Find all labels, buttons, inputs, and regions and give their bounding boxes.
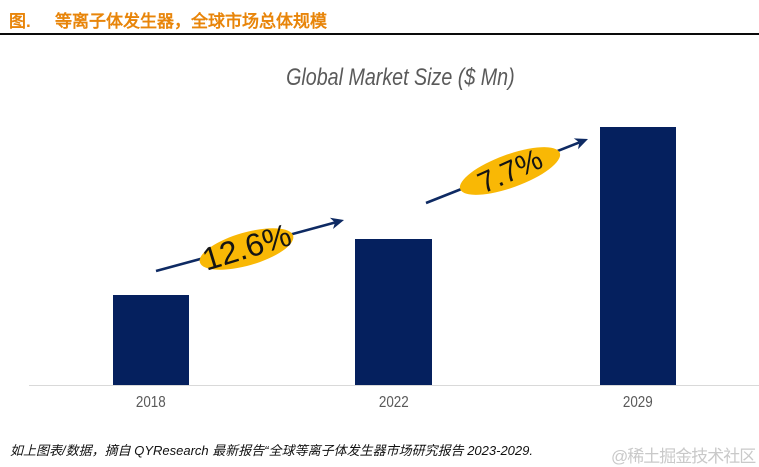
svg-text:7.7%: 7.7%	[473, 143, 548, 201]
svg-text:12.6%: 12.6%	[198, 217, 295, 278]
